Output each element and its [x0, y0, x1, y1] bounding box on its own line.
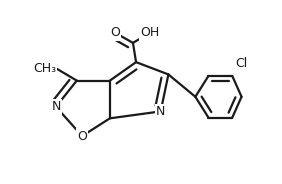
Text: CH₃: CH₃ [33, 62, 56, 75]
Text: Cl: Cl [235, 57, 248, 70]
Text: OH: OH [140, 26, 160, 39]
Text: N: N [156, 105, 165, 118]
Text: O: O [77, 130, 87, 143]
Text: O: O [110, 26, 120, 39]
Text: N: N [51, 100, 61, 113]
